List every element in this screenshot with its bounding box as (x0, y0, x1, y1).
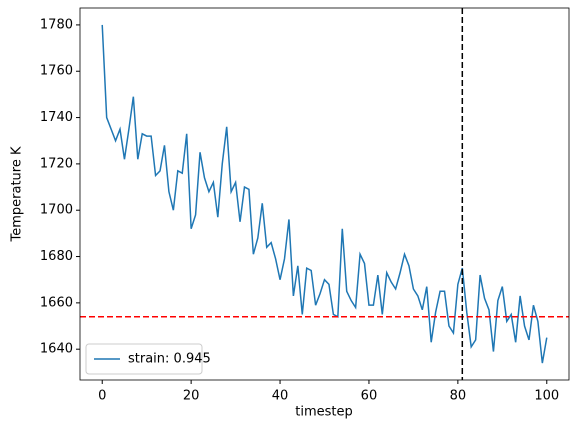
x-tick-label: 0 (98, 389, 106, 404)
x-tick-label: 60 (361, 389, 378, 404)
x-axis-label: timestep (295, 405, 353, 420)
x-tick-label: 100 (534, 389, 559, 404)
x-tick-label: 20 (183, 389, 200, 404)
data-line (101, 24, 548, 364)
plot-frame (79, 7, 570, 381)
y-tick-label: 1760 (40, 64, 73, 79)
y-axis-label: Temperature K (10, 146, 25, 242)
y-tick-label: 1700 (40, 203, 73, 218)
y-tick-label: 1660 (40, 295, 73, 310)
x-tick-label: 80 (450, 389, 467, 404)
x-tick-label: 40 (272, 389, 289, 404)
y-tick-label: 1680 (40, 249, 73, 264)
y-tick-label: 1740 (40, 110, 73, 125)
y-tick-label: 1640 (40, 342, 73, 357)
legend-box (85, 343, 203, 375)
y-tick-label: 1720 (40, 156, 73, 171)
y-tick-label: 1780 (40, 17, 73, 32)
legend-label: strain: 0.945 (128, 352, 211, 367)
